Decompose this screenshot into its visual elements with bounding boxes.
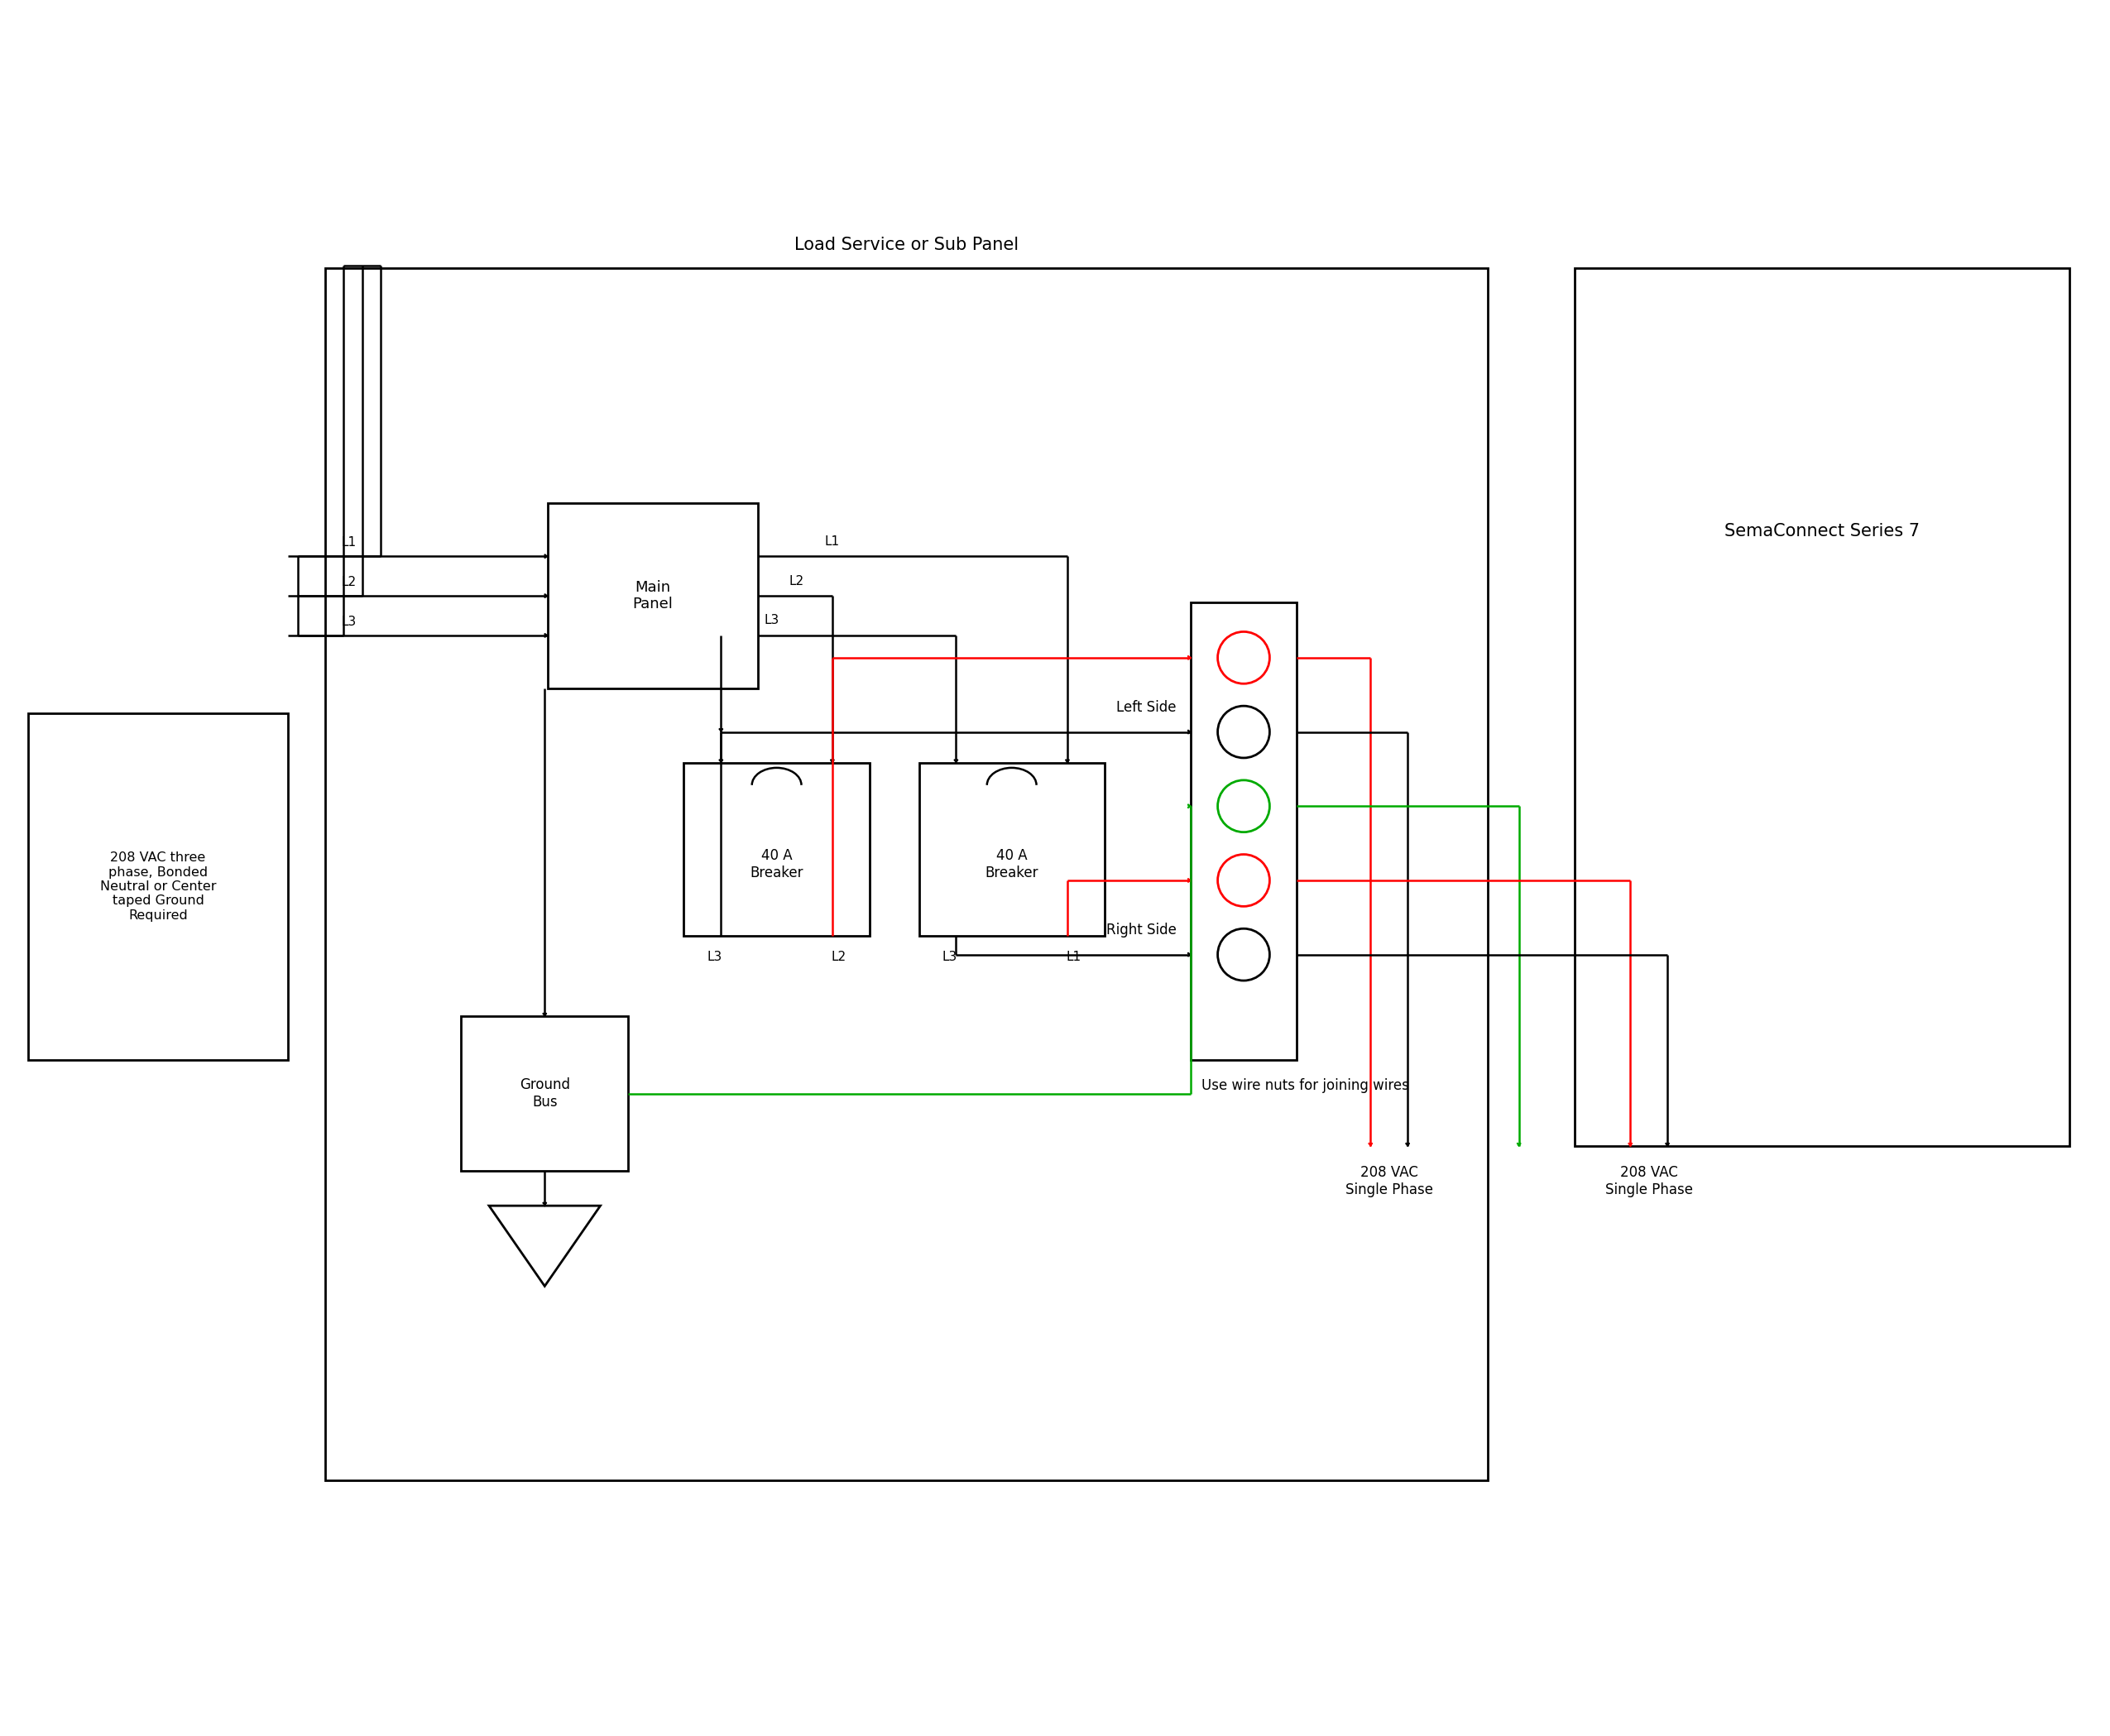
Text: L2: L2: [342, 576, 357, 589]
Bar: [549, 503, 757, 689]
Bar: [1190, 602, 1296, 1059]
Text: 208 VAC
Single Phase: 208 VAC Single Phase: [1346, 1165, 1433, 1198]
Text: 40 A
Breaker: 40 A Breaker: [985, 849, 1038, 880]
Text: 40 A
Breaker: 40 A Breaker: [749, 849, 804, 880]
Text: Main
Panel: Main Panel: [633, 580, 673, 611]
Bar: [920, 762, 1104, 936]
Text: L3: L3: [342, 616, 357, 628]
Bar: [684, 762, 869, 936]
Text: L3: L3: [707, 951, 722, 963]
Text: Right Side: Right Side: [1106, 922, 1175, 937]
Text: Use wire nuts for joining wires: Use wire nuts for joining wires: [1203, 1078, 1409, 1094]
Text: L2: L2: [789, 575, 804, 587]
Bar: [462, 1017, 629, 1172]
Text: 208 VAC three
phase, Bonded
Neutral or Center
taped Ground
Required: 208 VAC three phase, Bonded Neutral or C…: [99, 852, 215, 922]
Bar: [325, 267, 1488, 1481]
Text: SemaConnect Series 7: SemaConnect Series 7: [1724, 523, 1920, 540]
Text: L2: L2: [831, 951, 846, 963]
Text: L3: L3: [943, 951, 958, 963]
Bar: [1574, 267, 2070, 1146]
Text: Load Service or Sub Panel: Load Service or Sub Panel: [793, 236, 1019, 253]
Text: L3: L3: [764, 615, 779, 627]
Text: L1: L1: [1066, 951, 1080, 963]
Text: L1: L1: [342, 536, 357, 549]
Text: Left Side: Left Side: [1116, 700, 1175, 715]
Text: 208 VAC
Single Phase: 208 VAC Single Phase: [1606, 1165, 1692, 1198]
Text: Ground
Bus: Ground Bus: [519, 1078, 570, 1109]
Text: L1: L1: [825, 535, 840, 547]
Bar: [27, 713, 287, 1059]
